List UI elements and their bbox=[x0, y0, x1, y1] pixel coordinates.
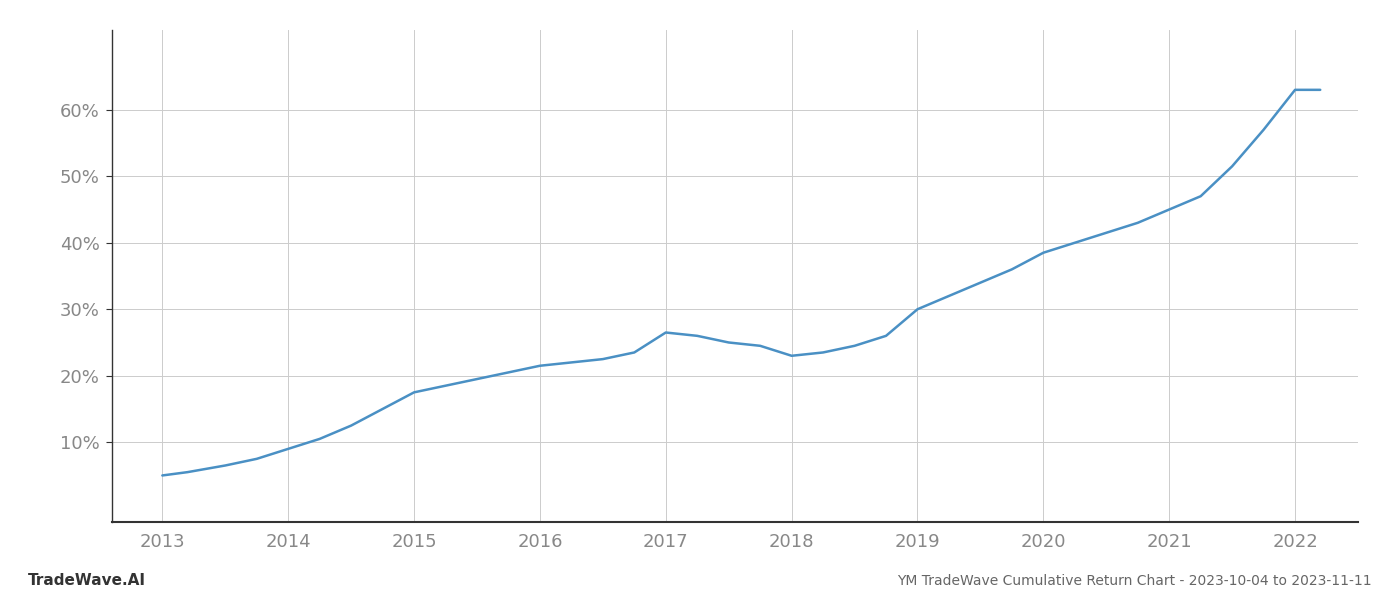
Text: TradeWave.AI: TradeWave.AI bbox=[28, 573, 146, 588]
Text: YM TradeWave Cumulative Return Chart - 2023-10-04 to 2023-11-11: YM TradeWave Cumulative Return Chart - 2… bbox=[897, 574, 1372, 588]
